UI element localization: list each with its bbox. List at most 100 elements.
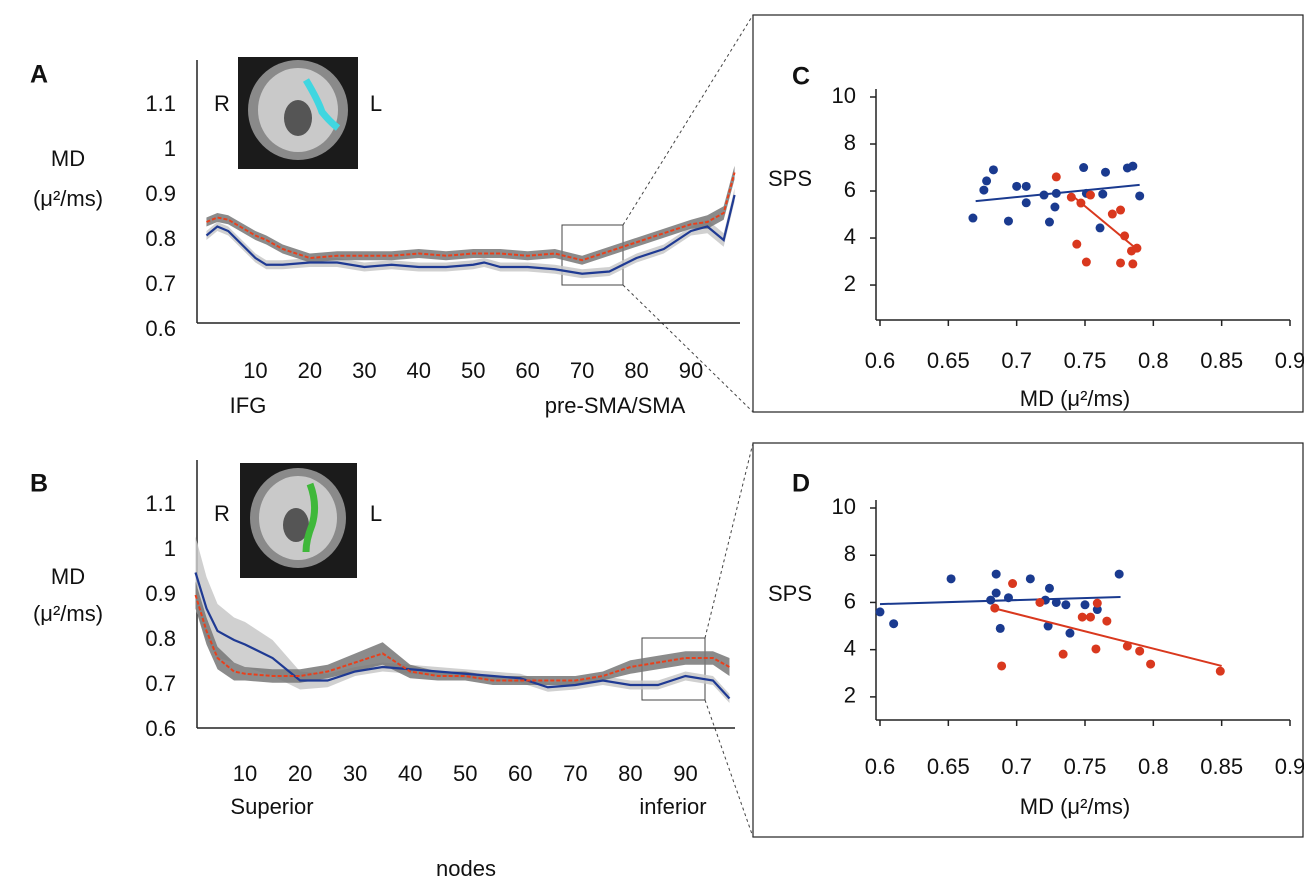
x-tick-label: 0.75 (1064, 348, 1107, 373)
x-tick-label: 80 (624, 358, 648, 383)
point (1012, 181, 1022, 191)
point (946, 574, 956, 584)
y-tick-label: 8 (844, 541, 856, 566)
x-tick-label: 0.7 (1001, 754, 1032, 779)
point (991, 569, 1001, 579)
y-tick-label: 4 (844, 635, 856, 660)
y-tick-label: 6 (844, 177, 856, 202)
x-tick-label: 70 (570, 358, 594, 383)
point (1092, 605, 1102, 615)
y-tick-label: 0.9 (145, 181, 176, 206)
x-tick-label: 10 (233, 761, 257, 786)
point (1025, 574, 1035, 584)
x-tick-label: 0.65 (927, 754, 970, 779)
y-tick-label: 1 (164, 536, 176, 561)
x-axis-label: MD (μ²/ms) (1020, 794, 1130, 819)
hemisphere-label: L (370, 501, 382, 526)
point (1116, 205, 1126, 215)
point (1085, 612, 1095, 622)
x-axis-label: MD (μ²/ms) (1020, 386, 1130, 411)
y-tick-label: 0.7 (145, 271, 176, 296)
fit-line (975, 183, 1140, 203)
point (1135, 646, 1145, 656)
y-axis-label: SPS (768, 166, 812, 191)
y-tick-label: 0.7 (145, 671, 176, 696)
y-tick-label: 0.8 (145, 226, 176, 251)
x-tick-label: 30 (352, 358, 376, 383)
point (988, 165, 998, 175)
point (1021, 198, 1031, 208)
x-tick-label: 0.75 (1064, 754, 1107, 779)
x-tick-label: 0.85 (1200, 348, 1243, 373)
point (1058, 649, 1068, 659)
x-tick-label: 20 (298, 358, 322, 383)
point (1081, 257, 1091, 267)
x-tick-label: 50 (461, 358, 485, 383)
panel-frame (752, 14, 1304, 413)
point (1044, 583, 1054, 593)
y-axis-label: MD (51, 564, 85, 589)
line (206, 172, 736, 262)
point (1008, 579, 1018, 589)
line (194, 572, 731, 700)
x-axis-label: nodes (436, 856, 496, 881)
y-tick-label: 8 (844, 130, 856, 155)
point (1043, 621, 1053, 631)
panel-letter: D (792, 470, 810, 498)
fit-line (993, 607, 1222, 667)
point (995, 623, 1005, 633)
x-tick-label: 0.6 (865, 348, 896, 373)
point (1051, 597, 1061, 607)
point (1102, 616, 1112, 626)
point (1051, 172, 1061, 182)
point (1107, 209, 1117, 219)
point (1146, 659, 1156, 669)
brain-image (238, 57, 358, 169)
y-tick-label: 2 (844, 271, 856, 296)
point (1065, 628, 1075, 638)
x-tick-label: 40 (398, 761, 422, 786)
x-tick-label: 0.8 (1138, 754, 1169, 779)
region-label: Superior (230, 794, 313, 819)
hemisphere-label: R (214, 501, 230, 526)
error-band (195, 536, 730, 703)
point (1116, 258, 1126, 268)
y-axis-label: (μ²/ms) (33, 601, 103, 626)
y-axis-label: SPS (768, 581, 812, 606)
point (875, 607, 885, 617)
region-label: IFG (230, 393, 267, 418)
point (1072, 239, 1082, 249)
y-axis-label: (μ²/ms) (33, 186, 103, 211)
point (1101, 167, 1110, 177)
point (979, 185, 989, 195)
point (991, 588, 1001, 598)
hemisphere-label: L (370, 91, 382, 116)
zoom-lines (622, 14, 754, 838)
point (1085, 190, 1095, 200)
x-tick-label: 70 (563, 761, 587, 786)
point (1128, 259, 1138, 269)
fit-line (1072, 195, 1137, 249)
hemisphere-label: R (214, 91, 230, 116)
panel-letter: B (30, 470, 48, 498)
line (194, 594, 730, 682)
x-tick-label: 90 (679, 358, 703, 383)
point (1135, 191, 1145, 201)
point (1080, 600, 1090, 610)
x-tick-label: 50 (453, 761, 477, 786)
point (968, 213, 978, 223)
y-tick-label: 0.9 (145, 581, 176, 606)
point (1079, 163, 1089, 173)
x-tick-label: 0.65 (927, 348, 970, 373)
x-tick-label: 40 (407, 358, 431, 383)
x-tick-label: 80 (618, 761, 642, 786)
y-tick-label: 6 (844, 588, 856, 613)
point (1215, 666, 1225, 676)
panel-letter: C (792, 63, 810, 91)
point (1092, 598, 1102, 608)
x-tick-label: 30 (343, 761, 367, 786)
y-tick-label: 1.1 (145, 491, 176, 516)
y-tick-label: 0.8 (145, 626, 176, 651)
point (1066, 192, 1076, 202)
